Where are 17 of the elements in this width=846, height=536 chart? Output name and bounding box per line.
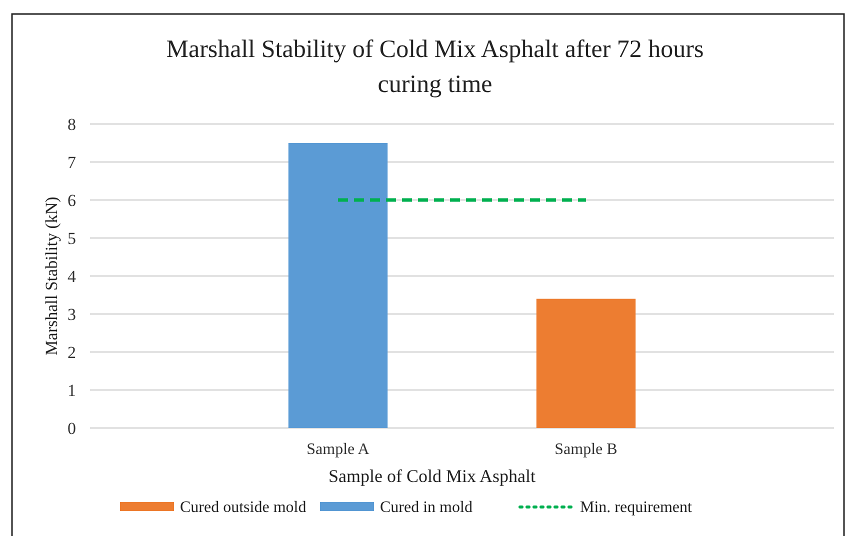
x-axis-title: Sample of Cold Mix Asphalt [328, 466, 536, 486]
chart-title: Marshall Stability of Cold Mix Asphalt after 72 hours curing time [166, 36, 704, 98]
y-tick-label: 6 [68, 191, 76, 210]
y-tick-label: 7 [68, 153, 76, 172]
x-tick-label: Sample B [554, 441, 618, 458]
y-tick-label: 2 [68, 343, 76, 362]
y-axis-title: Marshall Stability (kN) [42, 196, 61, 356]
y-tick-label: 5 [68, 229, 76, 248]
x-tick-label: Sample A [306, 441, 370, 458]
y-tick-label: 3 [68, 305, 76, 324]
y-tick-label: 1 [68, 381, 76, 400]
legend-label: Cured outside mold [180, 499, 306, 516]
legend-label: Min. requirement [580, 499, 693, 516]
y-tick-label: 4 [68, 267, 76, 286]
legend-label: Cured in mold [380, 499, 472, 516]
y-tick-label: 0 [68, 419, 76, 438]
y-tick-label: 8 [68, 115, 76, 134]
